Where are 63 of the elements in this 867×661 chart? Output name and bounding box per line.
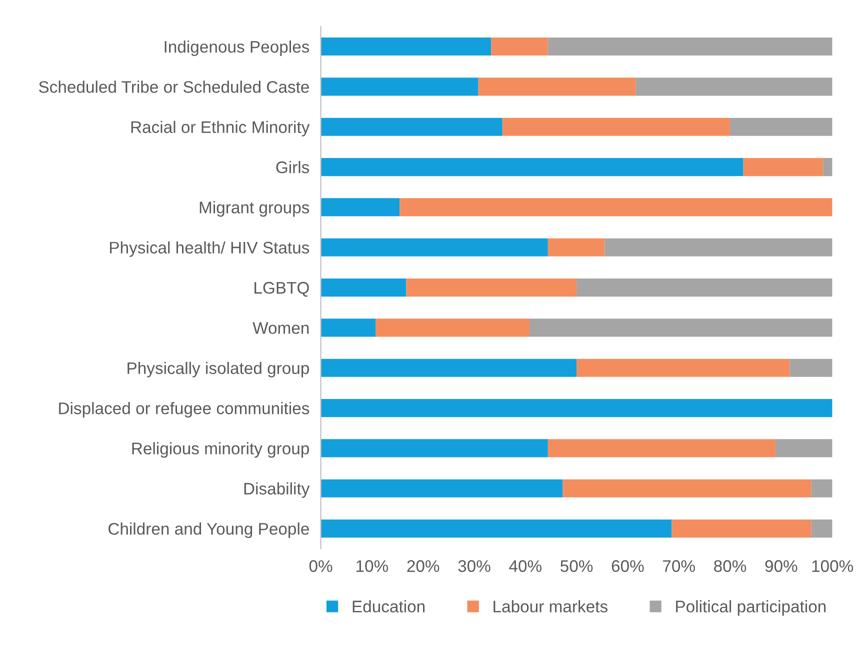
bar bbox=[320, 37, 492, 56]
bar bbox=[320, 118, 502, 136]
bar bbox=[320, 358, 577, 377]
bar bbox=[743, 158, 824, 176]
bar bbox=[320, 399, 832, 418]
bar bbox=[320, 520, 672, 538]
x-tick-label: 20% bbox=[407, 560, 440, 572]
x-tick-label: 80% bbox=[714, 560, 746, 572]
bar bbox=[320, 238, 548, 256]
bar bbox=[320, 158, 744, 176]
bar bbox=[320, 479, 563, 498]
bar bbox=[502, 118, 730, 136]
x-tick-label: 70% bbox=[663, 560, 695, 572]
bar bbox=[320, 198, 400, 216]
y-tick-label: LGBTQ bbox=[254, 282, 309, 297]
bar bbox=[776, 439, 832, 458]
bar bbox=[811, 520, 832, 538]
bar bbox=[478, 78, 636, 96]
x-tick-label: 50% bbox=[560, 560, 593, 572]
y-tick-label: Displaced or refugee communities bbox=[59, 402, 310, 418]
bar bbox=[548, 37, 832, 56]
legend-label: Education bbox=[352, 600, 425, 612]
y-tick-label: Children and Young People bbox=[108, 522, 309, 538]
bar bbox=[604, 238, 832, 256]
y-tick-label: Women bbox=[252, 322, 309, 334]
bar bbox=[406, 278, 577, 297]
bar bbox=[320, 78, 478, 96]
y-tick-label: Disability bbox=[244, 482, 310, 498]
bar bbox=[320, 439, 548, 458]
y-tick-label: Religious minority group bbox=[132, 442, 309, 458]
x-tick-label: 40% bbox=[509, 560, 542, 572]
bar bbox=[320, 318, 376, 337]
x-tick-label: 10% bbox=[356, 560, 388, 572]
bar bbox=[730, 118, 832, 136]
y-tick-label: Scheduled Tribe or Scheduled Caste bbox=[38, 80, 309, 93]
bar bbox=[576, 358, 790, 377]
bar bbox=[376, 318, 530, 337]
bar bbox=[562, 479, 812, 498]
y-tick-label: Physical health/ HIV Status bbox=[110, 241, 310, 257]
bar bbox=[811, 479, 832, 498]
legend-label: Political participation bbox=[676, 600, 826, 616]
x-tick-label: 0% bbox=[309, 560, 332, 572]
bar bbox=[320, 278, 406, 297]
bar bbox=[548, 439, 776, 458]
y-tick-label: Physically isolated group bbox=[128, 362, 309, 378]
y-tick-label: Migrant groups bbox=[200, 201, 310, 217]
bar bbox=[823, 158, 832, 176]
y-tick-label: Girls bbox=[276, 160, 310, 174]
bar bbox=[400, 198, 832, 216]
bar bbox=[672, 520, 812, 538]
bar bbox=[636, 78, 832, 96]
x-tick-label: 90% bbox=[765, 560, 798, 572]
x-tick-label: 30% bbox=[458, 560, 490, 572]
bar bbox=[576, 278, 832, 297]
x-tick-label: 100% bbox=[812, 560, 854, 572]
bar bbox=[529, 318, 832, 337]
y-tick-label: Indigenous Peoples bbox=[164, 40, 310, 56]
bar bbox=[790, 358, 832, 377]
legend-label: Labour markets bbox=[494, 600, 608, 612]
y-tick-label: Racial or Ethnic Minority bbox=[131, 120, 310, 136]
x-tick-label: 60% bbox=[612, 560, 644, 572]
bar bbox=[491, 37, 548, 56]
bar bbox=[548, 238, 605, 256]
